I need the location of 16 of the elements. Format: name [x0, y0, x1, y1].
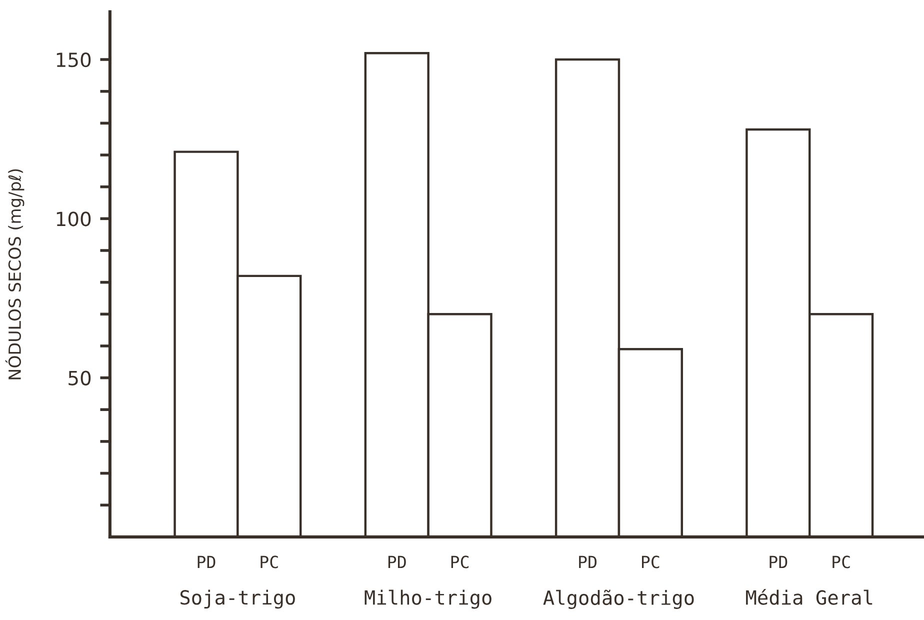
- series-label: PD: [198, 556, 216, 568]
- text: PD: [579, 556, 597, 568]
- text: PC: [832, 556, 850, 568]
- x-tick-label: Algodão-trigo: [543, 590, 694, 609]
- y-tick-label: 150: [56, 52, 91, 68]
- series-label: PC: [260, 556, 278, 568]
- y-axis-title: NÓDULOS SECOS (mg/pℓ): [5, 169, 24, 380]
- text: PC: [642, 556, 660, 568]
- y-tick-label: 100: [56, 212, 91, 226]
- text: PD: [388, 556, 406, 568]
- x-tick-label: Soja-trigo: [180, 590, 295, 609]
- text: PD: [770, 556, 788, 568]
- y-tick-label: 50: [68, 370, 91, 386]
- x-tick-label: Milho-trigo: [364, 590, 492, 609]
- text: PC: [451, 556, 469, 568]
- x-tick-label: Média Geral: [746, 589, 872, 605]
